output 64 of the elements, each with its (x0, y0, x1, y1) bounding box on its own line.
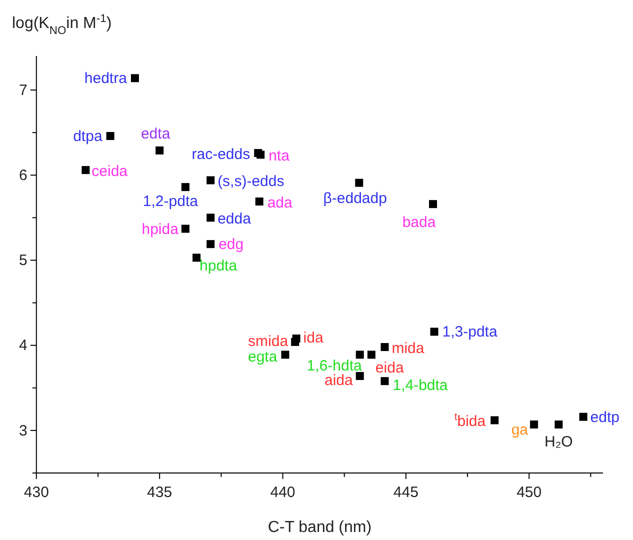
y-tick-label: 5 (19, 252, 28, 270)
annotation: edg (218, 236, 244, 254)
point (281, 350, 290, 359)
point (206, 176, 215, 184)
point (579, 412, 588, 421)
annotation: H₂O (544, 433, 573, 450)
annotation: edda (218, 210, 252, 228)
point (430, 328, 438, 336)
point (192, 254, 201, 262)
annotation: eida (375, 360, 404, 377)
x-tick-label: 445 (393, 484, 418, 501)
annotation: hpida (142, 220, 180, 238)
annotation: nta (268, 148, 290, 165)
point (367, 350, 376, 359)
annotation: edta (140, 125, 171, 142)
x-tick-label: 430 (24, 484, 49, 501)
annotation: ceida (92, 163, 128, 180)
point (490, 416, 499, 424)
x-tick-label: 435 (147, 484, 172, 501)
annotation: ida (303, 330, 324, 347)
annotation: 1,2-pdta (142, 193, 199, 210)
point (181, 224, 190, 233)
y-tick-label: 7 (19, 82, 28, 99)
annotation: edtp (590, 408, 620, 426)
annotation: $^{t}$bida (454, 411, 486, 430)
point (530, 420, 538, 428)
annotation: egta (248, 348, 278, 366)
x-axis-title: C-T band (nm) (268, 519, 372, 536)
annotation: hedtra (84, 70, 128, 88)
y-tick-label: 6 (19, 166, 28, 184)
point (130, 74, 139, 82)
point (380, 377, 389, 386)
annotation: ada (267, 194, 294, 212)
point (181, 183, 190, 192)
y-axis-title: log(K$_{NO}$in M$^{-1}$) (12, 13, 112, 37)
annotation: ga (511, 421, 529, 438)
point (292, 334, 300, 343)
annotation: dtpa (73, 128, 103, 145)
x-tick-label: 440 (270, 484, 296, 501)
annotation: rac-edds (192, 146, 250, 164)
x-tick-label: 450 (516, 484, 542, 501)
point (355, 178, 364, 187)
point (255, 198, 264, 206)
point (429, 200, 438, 208)
annotation: 1,3-pdta (442, 324, 498, 341)
annotation: hpdta (200, 258, 238, 275)
annotation: mida (392, 340, 425, 358)
point (156, 146, 164, 154)
y-tick-label: 4 (19, 337, 28, 354)
annotation: 1,4-bdta (392, 377, 448, 394)
point (206, 240, 215, 248)
point (356, 372, 364, 380)
point (256, 150, 265, 159)
annotation: β-eddadp (323, 190, 387, 207)
point (206, 214, 215, 222)
annotation: (s,s)-edds (218, 173, 284, 190)
annotation: smida (248, 332, 289, 350)
point (554, 420, 563, 428)
point (106, 132, 114, 140)
y-tick-label: 3 (19, 422, 28, 440)
point (82, 166, 90, 174)
point (380, 343, 389, 352)
point (356, 350, 364, 359)
annotation: bada (402, 214, 436, 232)
